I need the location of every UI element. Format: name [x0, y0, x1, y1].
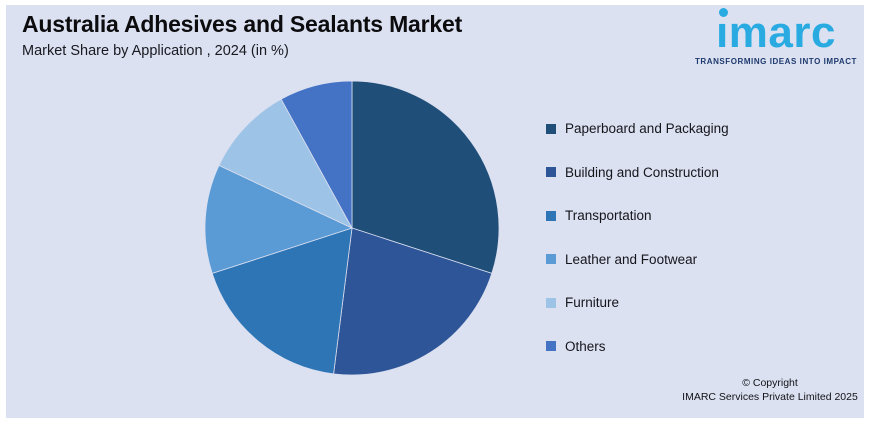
copyright-line2: IMARC Services Private Limited 2025: [682, 390, 858, 403]
legend-swatch-icon: [546, 254, 556, 264]
legend-label: Transportation: [565, 208, 652, 223]
pie-slice-4: [218, 98, 353, 229]
legend-item-building-and-construction: Building and Construction: [546, 164, 729, 181]
legend-item-leather-and-footwear: Leather and Footwear: [546, 251, 729, 268]
legend-label: Furniture: [565, 295, 620, 310]
copyright-line1: © Copyright: [742, 377, 798, 389]
pie-slice-2: [211, 227, 353, 375]
pie-slice-1: [333, 227, 493, 376]
legend-item-paperboard-and-packaging: Paperboard and Packaging: [546, 120, 729, 137]
pie-slice-5: [280, 80, 353, 229]
pie-slice-0: [351, 80, 500, 274]
legend-label: Building and Construction: [565, 164, 719, 180]
logo-i-dot-icon: [719, 8, 729, 17]
pie-chart: [204, 80, 500, 376]
legend-item-furniture: Furniture: [546, 294, 729, 311]
pie-slice-3: [204, 165, 353, 274]
legend-swatch-icon: [546, 297, 556, 308]
logo-tagline: TRANSFORMING IDEAS INTO IMPACT: [695, 57, 857, 66]
imarc-wordmark: ımarc: [716, 8, 836, 57]
legend-label: Leather and Footwear: [565, 251, 698, 267]
chart-card: Australia Adhesives and Sealants Market …: [6, 5, 864, 418]
chart-subtitle: Market Share by Application , 2024 (in %…: [22, 43, 289, 59]
legend-swatch-icon: [546, 123, 556, 134]
legend-swatch-icon: [546, 341, 556, 351]
chart-title: Australia Adhesives and Sealants Market: [22, 11, 463, 37]
legend-item-others: Others: [546, 338, 729, 355]
copyright-note: © Copyright IMARC Services Private Limit…: [682, 377, 858, 405]
legend-swatch-icon: [546, 167, 556, 177]
legend-item-transportation: Transportation: [546, 207, 729, 224]
legend-swatch-icon: [546, 210, 556, 221]
chart-legend: Paperboard and Packaging Building and Co…: [546, 120, 729, 355]
legend-label: Paperboard and Packaging: [565, 121, 729, 136]
legend-label: Others: [565, 338, 606, 354]
imarc-logo: ımarc TRANSFORMING IDEAS INTO IMPACT: [686, 8, 866, 66]
logo-wordmark-text: ımarc: [716, 8, 836, 57]
